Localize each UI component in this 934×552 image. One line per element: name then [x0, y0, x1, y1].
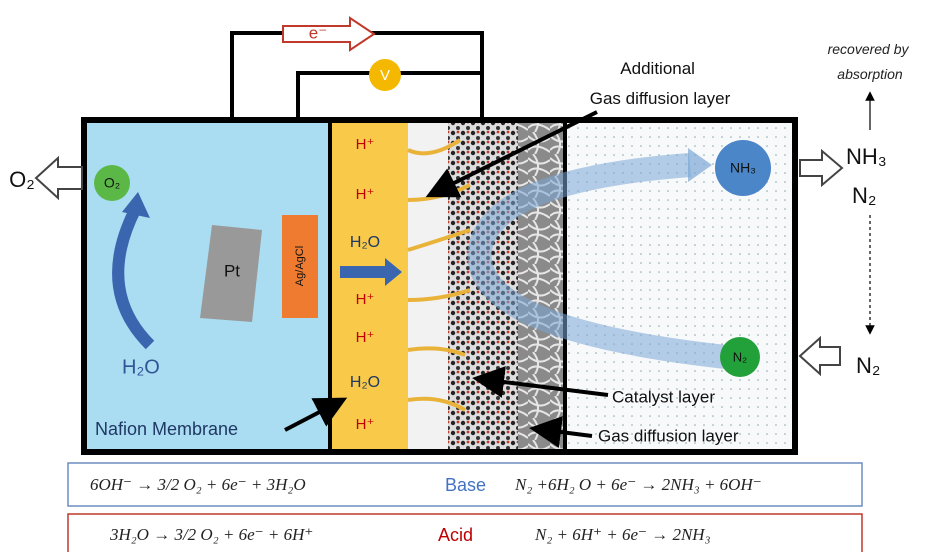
membrane-label: Nafion Membrane: [95, 419, 238, 439]
o2-out-arrow: [36, 158, 82, 198]
n2-out-label: N₂: [852, 183, 876, 208]
nh3-out-label: NH₃: [846, 144, 887, 169]
species: H⁺: [356, 136, 375, 153]
membrane: [330, 120, 408, 452]
line: recovered by: [828, 41, 910, 57]
nh3-bubble-label: NH₃: [730, 160, 756, 176]
nh3-out-arrow: [800, 151, 842, 185]
electron-arrow: [283, 18, 374, 50]
line: Additional: [620, 59, 695, 78]
o2-bubble-label: O₂: [104, 175, 120, 191]
species: H⁺: [356, 291, 375, 308]
line: absorption: [837, 66, 903, 82]
n2-bubble-label: N₂: [733, 349, 747, 364]
additional-gdl-label: Additional Gas diffusion layer: [590, 59, 731, 108]
voltmeter-label: V: [380, 67, 390, 84]
species: H₂O: [350, 234, 380, 251]
body: { "wires": {"electron": "e⁻", "voltmeter…: [0, 0, 934, 552]
base-cathode: N₂ +6H₂ O + 6e⁻ → 2NH₃ + 6OH⁻: [514, 475, 762, 494]
n2-in-label: N₂: [856, 353, 880, 378]
o2-out-label: O₂: [9, 167, 35, 192]
water-label: H₂O: [122, 356, 160, 378]
diagram: e⁻ V O₂ O₂ H₂O Pt Ag/AgCl Nafion Membran…: [0, 0, 934, 552]
reference-label: Ag/AgCl: [294, 246, 306, 286]
gdl-label: Gas diffusion layer: [598, 426, 739, 445]
acid-label: Acid: [438, 525, 473, 545]
n2-in-arrow: [800, 338, 840, 374]
electron-label: e⁻: [309, 23, 327, 42]
species: H⁺: [356, 186, 375, 203]
acid-cathode: N₂ + 6H⁺ + 6e⁻ → 2NH₃: [534, 525, 711, 544]
gas-diffusion-layer: [518, 120, 565, 452]
line: Gas diffusion layer: [590, 89, 731, 108]
pt-label: Pt: [224, 261, 240, 280]
base-label: Base: [445, 475, 486, 495]
catalyst-label: Catalyst layer: [612, 387, 715, 406]
species: H⁺: [356, 329, 375, 346]
acid-anode: 3H₂O → 3/2 O₂ + 6e⁻ + 6H⁺: [109, 525, 313, 544]
base-anode: 6OH⁻ → 3/2 O₂ + 6e⁻ + 3H₂O: [90, 475, 306, 494]
page: Electrochemical ammonia cell html, body …: [0, 0, 934, 552]
species: H₂O: [350, 374, 380, 391]
species: H⁺: [356, 416, 375, 433]
recovered-label: recovered by absorption: [828, 41, 913, 82]
